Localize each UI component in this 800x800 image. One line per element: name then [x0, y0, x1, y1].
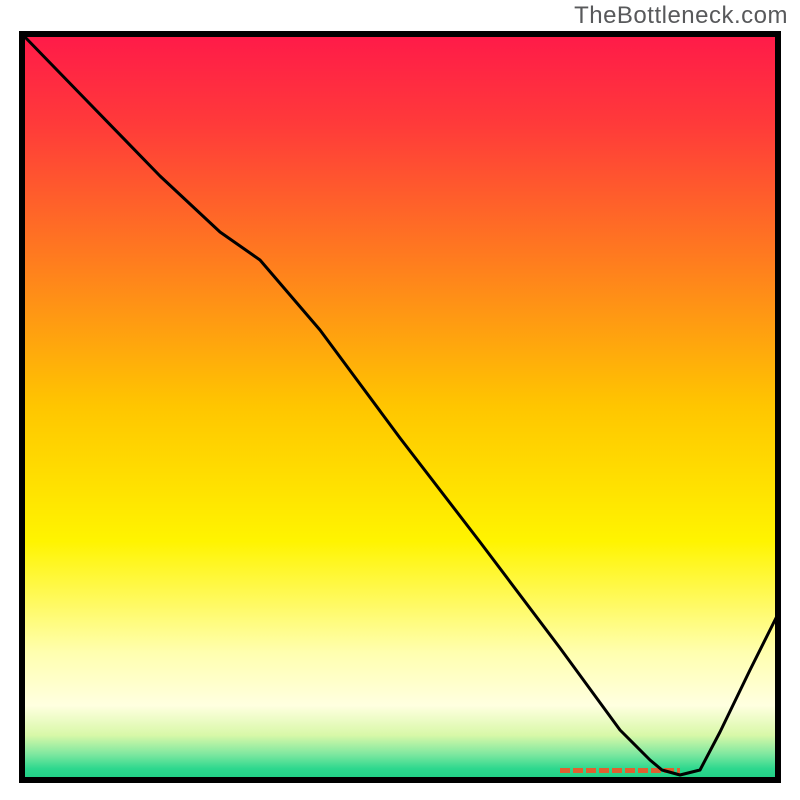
bottleneck-chart [0, 0, 800, 800]
plot-background [22, 34, 778, 780]
chart-svg [0, 0, 800, 800]
watermark-text: TheBottleneck.com [574, 2, 788, 30]
